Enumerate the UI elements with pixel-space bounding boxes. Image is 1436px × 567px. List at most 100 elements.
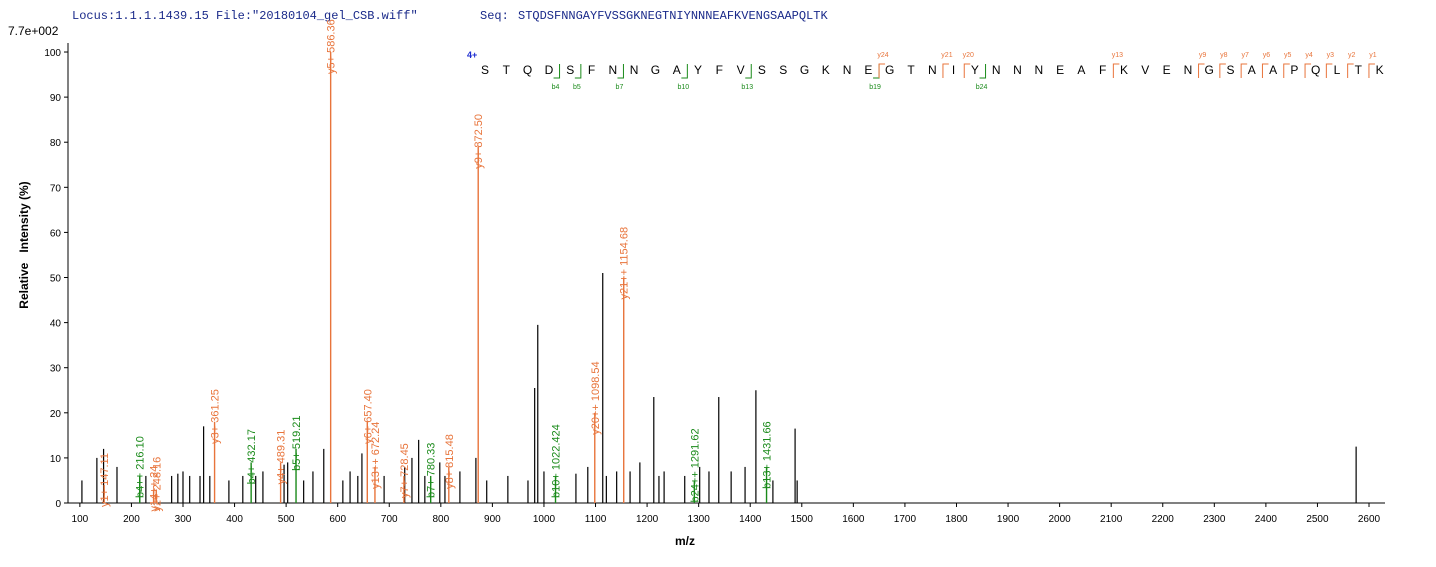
x-tick-label: 2300 — [1203, 514, 1226, 525]
x-tick-label: 2500 — [1306, 514, 1329, 525]
residue: Q — [1311, 63, 1320, 77]
x-tick-label: 1700 — [894, 514, 917, 525]
b-bracket — [979, 64, 987, 79]
residue: T — [503, 63, 511, 77]
residue: E — [1163, 63, 1171, 77]
residue: S — [481, 63, 489, 77]
peak-label: b4++ 216.10 — [135, 436, 147, 498]
y-tick-label: 0 — [55, 499, 61, 510]
peak-label: b4+ 432.17 — [246, 429, 258, 484]
y-tick-label: 70 — [50, 183, 62, 194]
x-axis-label: m/z — [675, 534, 695, 548]
residue: N — [1013, 63, 1022, 77]
residue: G — [885, 63, 894, 77]
residue: G — [1205, 63, 1214, 77]
y-tick-label: 10 — [50, 454, 62, 465]
locus: Locus:1.1.1.1439.15 File:"20180104_gel_C… — [72, 9, 418, 23]
x-tick-label: 1200 — [636, 514, 659, 525]
y-bracket — [1368, 63, 1375, 78]
b-ion-label: b24 — [976, 84, 988, 91]
x-tick-label: 1400 — [739, 514, 762, 525]
peak-label: b13+ 1431.66 — [762, 421, 774, 489]
y-ion-label: y13 — [1112, 52, 1123, 59]
residue: N — [1034, 63, 1043, 77]
x-tick-label: 400 — [226, 514, 243, 525]
x-tick-label: 2400 — [1255, 514, 1278, 525]
peak-label: y14++ 24 — [149, 466, 161, 512]
x-tick-label: 300 — [175, 514, 192, 525]
b-ion-label: b19 — [869, 84, 881, 91]
y-bracket — [878, 63, 886, 78]
residue: F — [1099, 63, 1106, 77]
residue: N — [630, 63, 639, 77]
x-tick-label: 1900 — [997, 514, 1020, 525]
peak-label: y1+ 147.11 — [99, 453, 111, 507]
residue: Q — [523, 63, 532, 77]
y-bracket — [1219, 63, 1226, 78]
y-bracket — [1283, 63, 1290, 78]
residue: I — [952, 63, 955, 77]
y-axis-label: Relative Intensity (%) — [17, 181, 31, 308]
b-ion-label: b4 — [552, 84, 560, 91]
residue: A — [673, 63, 681, 77]
b-bracket — [681, 64, 688, 79]
y-bracket — [1261, 63, 1269, 78]
residue: V — [1141, 63, 1149, 77]
x-tick-label: 2600 — [1358, 514, 1381, 525]
residue: N — [608, 63, 617, 77]
y-ion-label: y3 — [1327, 52, 1335, 59]
peak-label: b7+ 780.33 — [426, 443, 438, 498]
sequence: STQDSFNNGAYFVSSGKNEGTNIYNNNEAFKVENGSAAPQ… — [518, 9, 828, 23]
peak-label: b24++ 1291.62 — [689, 428, 701, 502]
peak-label: b10+ 1022.424 — [551, 424, 563, 498]
x-tick-label: 900 — [484, 514, 501, 525]
y-ion-label: y2 — [1348, 52, 1356, 59]
residue: D — [545, 63, 554, 77]
x-tick-label: 1100 — [585, 514, 607, 525]
residue: F — [588, 63, 595, 77]
x-tick-label: 2200 — [1152, 514, 1175, 525]
y-ion-label: y21 — [941, 52, 952, 59]
b-bracket — [745, 64, 752, 79]
b-bracket — [574, 64, 582, 79]
y-ion-label: y5 — [1284, 52, 1292, 59]
peak-label: y8+ 815.48 — [444, 434, 456, 489]
y-tick-label: 100 — [44, 48, 61, 59]
x-tick-label: 1800 — [945, 514, 968, 525]
residue: G — [651, 63, 660, 77]
residue: N — [928, 63, 937, 77]
peak-label: y9+ 872.50 — [473, 114, 485, 169]
b-ion-label: b13 — [741, 84, 753, 91]
y-tick-label: 80 — [50, 138, 62, 149]
y-tick-label: 50 — [50, 274, 62, 285]
residue: T — [1355, 63, 1363, 77]
x-tick-label: 800 — [432, 514, 449, 525]
residue: N — [992, 63, 1001, 77]
residue: S — [566, 63, 574, 77]
peak-label: y7+ 728.45 — [399, 443, 411, 498]
residue: S — [779, 63, 787, 77]
residue: Y — [971, 63, 979, 77]
y-bracket — [1112, 63, 1120, 78]
y-tick-label: 30 — [50, 364, 62, 375]
residue: K — [822, 63, 830, 77]
residue: V — [737, 63, 745, 77]
residue: S — [758, 63, 766, 77]
peak-label: b5+ 519.21 — [291, 416, 303, 471]
residue: A — [1269, 63, 1277, 77]
x-tick-label: 1500 — [791, 514, 814, 525]
residue: K — [1376, 63, 1384, 77]
residue: E — [864, 63, 872, 77]
y-ion-label: y8 — [1220, 52, 1228, 59]
x-tick-label: 600 — [329, 514, 346, 525]
residue: P — [1290, 63, 1298, 77]
b-bracket — [873, 64, 880, 79]
y-ion-label: y7 — [1241, 52, 1249, 59]
residue: T — [907, 63, 915, 77]
residue: G — [800, 63, 809, 77]
seq-label: Seq: — [480, 9, 509, 23]
y-ion-label: y6 — [1263, 52, 1271, 59]
x-tick-label: 500 — [278, 514, 295, 525]
y-bracket — [1240, 63, 1248, 78]
y-tick-label: 90 — [50, 93, 62, 104]
